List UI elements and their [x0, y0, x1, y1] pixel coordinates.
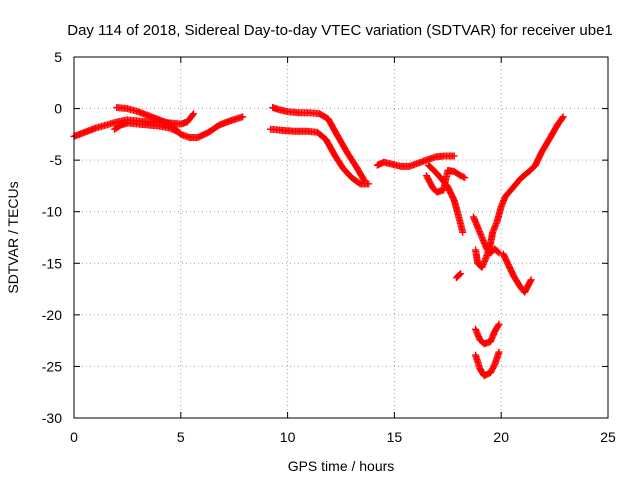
data-point — [527, 276, 535, 284]
data-point — [526, 277, 534, 285]
y-tick-label: -15 — [42, 255, 62, 271]
axis-ticks — [73, 56, 609, 419]
series-track-6 — [373, 152, 458, 170]
data-point — [495, 249, 503, 257]
data-point — [459, 228, 467, 236]
plot-border — [73, 56, 609, 419]
x-axis-label: GPS time / hours — [288, 458, 395, 474]
data-point — [457, 270, 465, 278]
data-point — [450, 152, 458, 160]
grid-lines — [74, 57, 608, 418]
data-point — [461, 174, 469, 182]
data-point — [558, 114, 566, 122]
series-track-13 — [472, 320, 503, 348]
data-point — [459, 173, 467, 181]
series-track-10 — [469, 213, 503, 257]
data-point — [495, 348, 503, 356]
x-tick-label: 10 — [280, 429, 296, 445]
series-track-12 — [499, 250, 535, 296]
series-track-5 — [267, 125, 373, 188]
y-tick-label: -20 — [42, 307, 62, 323]
data-point — [189, 111, 197, 119]
data-point — [494, 248, 502, 256]
data-points — [70, 104, 567, 380]
series-track-3 — [113, 104, 247, 141]
x-tick-label: 25 — [600, 429, 616, 445]
x-tick-label: 5 — [177, 429, 185, 445]
x-tick-label: 20 — [493, 429, 509, 445]
y-tick-label: -5 — [50, 152, 63, 168]
data-point — [456, 271, 464, 279]
y-tick-label: -25 — [42, 358, 62, 374]
y-tick-label: -10 — [42, 204, 62, 220]
series-track-4 — [269, 104, 368, 185]
y-tick-label: 5 — [54, 49, 62, 65]
x-tick-label: 0 — [70, 429, 78, 445]
data-point — [559, 113, 567, 121]
series-track-11 — [472, 113, 567, 271]
data-point — [365, 180, 373, 188]
y-tick-label: 0 — [54, 101, 62, 117]
data-point — [239, 113, 247, 121]
series-track-9 — [452, 270, 465, 282]
series-track-8 — [422, 166, 469, 196]
series-track-14 — [472, 348, 503, 380]
data-point — [494, 321, 502, 329]
data-point — [495, 320, 503, 328]
data-point — [190, 110, 198, 118]
tick-labels: 0 5 10 15 20 25 5 0 -5 -10 -15 -20 -25 -30 — [42, 49, 616, 445]
y-tick-label: -30 — [42, 410, 62, 426]
y-axis-label: SDTVAR / TECUs — [5, 181, 21, 293]
chart-title: Day 114 of 2018, Sidereal Day-to-day VTE… — [67, 22, 613, 39]
x-tick-label: 15 — [387, 429, 403, 445]
